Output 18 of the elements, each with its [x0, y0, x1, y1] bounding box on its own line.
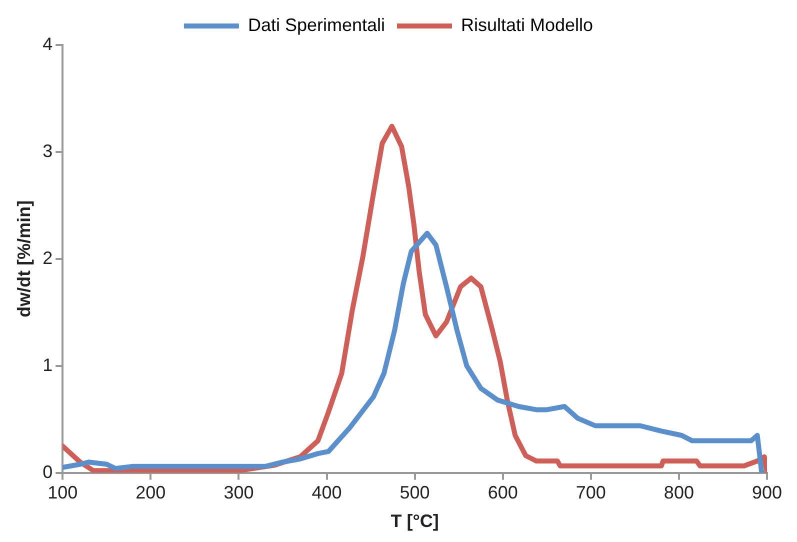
x-tick-label: 600: [488, 482, 518, 503]
y-tick-label: 1: [42, 354, 53, 375]
y-tick-label: 0: [42, 462, 53, 482]
y-tick-label: 3: [42, 140, 53, 161]
x-tick-label: 900: [752, 482, 782, 503]
x-tick-label: 400: [312, 482, 342, 503]
x-tick-label: 200: [136, 482, 166, 503]
legend-label: Risultati Modello: [461, 14, 594, 35]
x-axis-title: T [°C]: [390, 511, 439, 532]
x-tick-label: 700: [576, 482, 606, 503]
x-tick-label: 300: [224, 482, 254, 503]
x-tick-label: 800: [664, 482, 694, 503]
x-tick-label: 500: [400, 482, 430, 503]
x-tick-label: 100: [48, 482, 78, 503]
y-axis-title: dw/dt [%/min]: [14, 200, 34, 318]
y-tick-label: 2: [42, 248, 53, 268]
y-tick-label: 4: [42, 34, 53, 54]
legend-label: Dati Sperimentali: [248, 14, 386, 35]
